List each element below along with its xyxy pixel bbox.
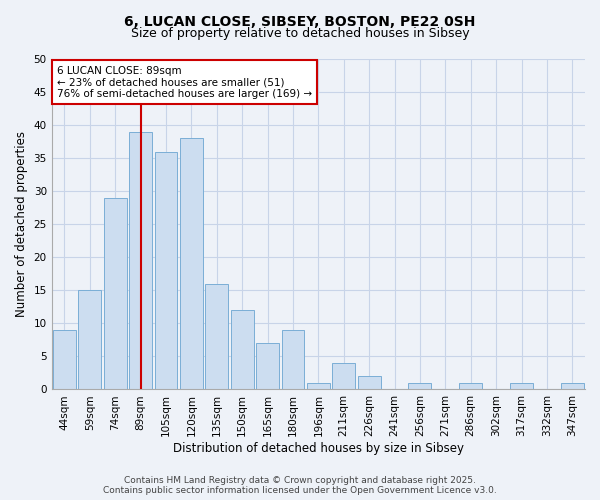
Bar	[510, 383, 533, 390]
Bar	[281, 330, 304, 390]
Bar	[358, 376, 380, 390]
Text: 6 LUCAN CLOSE: 89sqm
← 23% of detached houses are smaller (51)
76% of semi-detac: 6 LUCAN CLOSE: 89sqm ← 23% of detached h…	[57, 66, 312, 99]
Bar	[129, 132, 152, 390]
Bar	[231, 310, 254, 390]
Bar	[79, 290, 101, 390]
Text: Contains HM Land Registry data © Crown copyright and database right 2025.
Contai: Contains HM Land Registry data © Crown c…	[103, 476, 497, 495]
Bar	[53, 330, 76, 390]
Text: 6, LUCAN CLOSE, SIBSEY, BOSTON, PE22 0SH: 6, LUCAN CLOSE, SIBSEY, BOSTON, PE22 0SH	[124, 15, 476, 29]
Bar	[307, 383, 330, 390]
Bar	[180, 138, 203, 390]
X-axis label: Distribution of detached houses by size in Sibsey: Distribution of detached houses by size …	[173, 442, 464, 455]
Bar	[205, 284, 228, 390]
Bar	[104, 198, 127, 390]
Bar	[459, 383, 482, 390]
Bar	[332, 363, 355, 390]
Bar	[561, 383, 584, 390]
Bar	[256, 343, 279, 390]
Text: Size of property relative to detached houses in Sibsey: Size of property relative to detached ho…	[131, 28, 469, 40]
Bar	[155, 152, 178, 390]
Bar	[409, 383, 431, 390]
Y-axis label: Number of detached properties: Number of detached properties	[15, 131, 28, 317]
